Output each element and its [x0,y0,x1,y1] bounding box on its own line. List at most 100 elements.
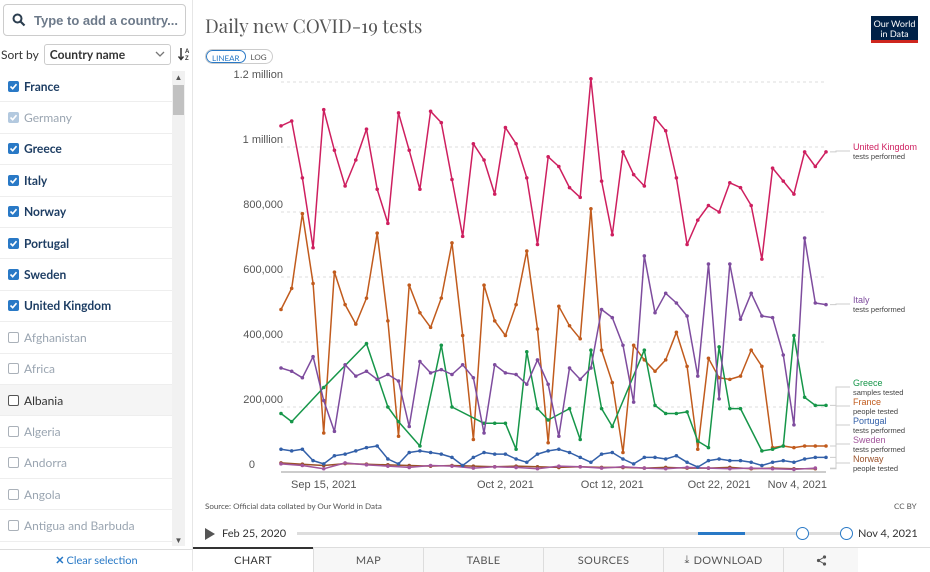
country-item-antigua-and-barbuda[interactable]: Antigua and Barbuda [0,510,172,542]
data-point-france [439,296,444,300]
data-point-france [578,336,583,341]
timeline-track[interactable] [297,532,847,535]
checkbox[interactable] [8,80,19,92]
data-point-france [557,304,561,309]
tab-label: MAP [355,553,382,567]
check-icon [9,146,18,153]
data-point-portugal [546,449,550,453]
country-item-sweden[interactable]: Sweden [0,259,172,291]
data-point-france [364,296,369,300]
country-item-africa[interactable]: Africa [0,354,172,385]
tab-sources[interactable]: SOURCES [543,548,663,572]
data-point-france [535,327,540,331]
data-point-france [599,348,604,352]
country-item-united-kingdom[interactable]: United Kingdom [0,291,172,323]
legend-sublabel-norway: people tested [853,464,898,473]
checkbox[interactable] [8,269,19,281]
legend-label-france: France [853,397,881,407]
checkbox[interactable] [8,174,19,186]
data-point-france [503,333,508,338]
scroll-up-icon[interactable]: ▲ [174,72,183,82]
data-point-portugal [567,450,572,455]
data-point-portugal [471,455,476,460]
data-point-greece [396,419,401,424]
country-item-albania[interactable]: Albania [0,384,172,417]
data-point-sweden [642,466,647,470]
data-point-united-kingdom [428,109,433,114]
checkbox[interactable] [8,300,19,312]
share-button[interactable] [783,548,858,572]
data-point-portugal [610,450,615,455]
checkbox[interactable] [8,425,19,437]
data-point-france [674,330,679,335]
data-point-united-kingdom [631,172,636,177]
country-item-france[interactable]: France [0,71,172,103]
data-point-united-kingdom [503,125,508,130]
log-scale-button[interactable]: LOG [250,52,267,62]
scroll-down-icon[interactable]: ▼ [174,535,183,545]
scrollbar-thumb[interactable] [173,85,184,115]
svg-text:Z: Z [185,56,189,61]
tab-chart[interactable]: CHART [193,547,313,571]
timeline-end-handle[interactable] [840,527,853,540]
logo-line-1: Our World [873,18,916,29]
data-point-united-kingdom [524,176,529,180]
data-point-greece [450,405,454,409]
country-list-scrollbar[interactable]: ▲ ▼ [172,71,185,546]
data-point-sweden [386,464,390,468]
country-item-italy[interactable]: Italy [0,165,172,197]
country-item-algeria[interactable]: Algeria [0,416,172,448]
checkbox[interactable] [8,363,19,375]
data-point-portugal [407,450,412,455]
checkbox[interactable] [8,488,19,500]
checkbox[interactable] [8,237,19,249]
tab-download[interactable]: ⤓ DOWNLOAD [663,548,783,572]
country-item-greece[interactable]: Greece [0,134,172,166]
data-point-united-kingdom [642,184,647,188]
country-item-portugal[interactable]: Portugal [0,228,172,260]
data-point-united-kingdom [621,150,625,154]
checkbox[interactable] [8,394,19,406]
play-icon[interactable] [205,528,215,540]
legend-connector-portugal [830,424,850,458]
country-item-norway[interactable]: Norway [0,197,172,228]
country-item-andorra[interactable]: Andorra [0,448,172,480]
data-point-italy [503,371,508,375]
license-note[interactable]: CC BY [894,501,917,511]
data-point-portugal [631,462,636,466]
checkbox[interactable] [8,112,19,124]
owid-logo[interactable]: Our World in Data [871,16,918,43]
timeline: Feb 25, 2020 Nov 4, 2021 [193,524,930,544]
tab-table[interactable]: TABLE [423,548,543,572]
country-item-angola[interactable]: Angola [0,479,172,511]
clear-selection-button[interactable]: ✕ Clear selection [0,549,193,571]
checkbox[interactable] [8,206,19,218]
tab-map[interactable]: MAP [313,548,423,572]
data-point-portugal [749,460,753,465]
sort-select[interactable]: Country name [43,43,171,65]
data-point-united-kingdom [471,141,476,146]
data-point-united-kingdom [535,242,540,247]
country-item-afghanistan[interactable]: Afghanistan [0,322,172,354]
linear-scale-button[interactable]: LINEAR [206,50,246,63]
close-icon: ✕ [55,554,65,567]
checkbox[interactable] [8,457,19,469]
series-line-united-kingdom [280,78,827,260]
data-point-france [311,281,315,286]
checkbox[interactable] [8,520,19,532]
country-search-box[interactable] [3,4,186,36]
data-point-italy [354,374,358,378]
timeline-start-handle[interactable] [796,527,809,540]
data-point-sweden [514,465,518,470]
x-tick-label: Oct 22, 2021 [688,479,751,491]
tab-label: CHART [234,553,272,567]
data-point-greece [535,406,540,411]
sort-direction-icon[interactable]: AZ [177,47,192,61]
country-item-germany[interactable]: Germany [0,102,172,134]
checkbox[interactable] [8,331,19,343]
x-tick-label: Nov 4, 2021 [768,479,827,491]
checkbox[interactable] [8,143,19,155]
country-search-input[interactable] [32,11,182,29]
check-icon [9,114,18,121]
data-point-italy [396,379,401,383]
